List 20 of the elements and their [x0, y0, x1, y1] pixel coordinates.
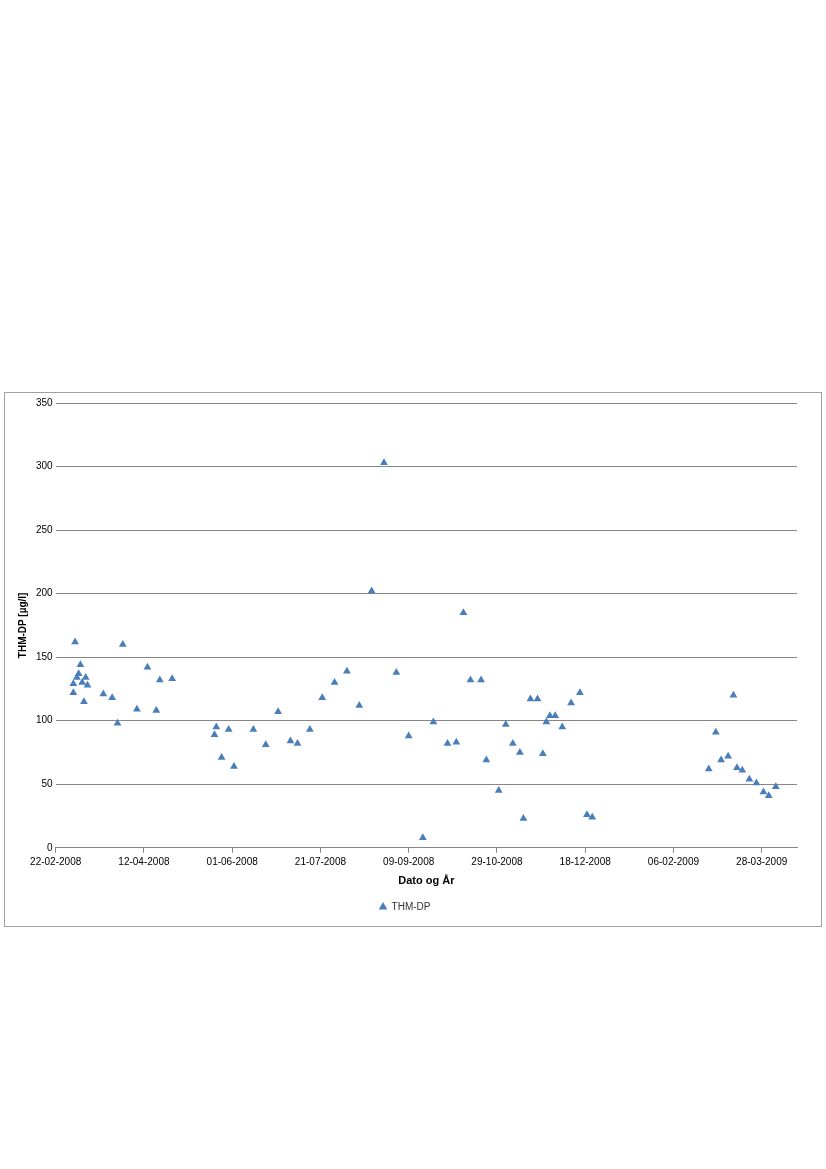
x-tick-label: 21-07-2008	[294, 855, 347, 867]
x-tick-label: 18-12-2008	[559, 855, 612, 867]
y-tick-label: 0	[47, 841, 54, 853]
y-tick-label: 250	[36, 523, 54, 535]
x-tick-label: 22-02-2008	[30, 855, 82, 867]
y-tick-label: 200	[36, 587, 54, 599]
legend-label: THM-DP	[391, 900, 431, 912]
x-tick-label: 28-03-2009	[736, 855, 788, 867]
x-tick-label: 29-10-2008	[471, 855, 523, 867]
x-tick-label: 09-09-2008	[383, 855, 435, 867]
y-tick-label: 350	[36, 396, 54, 408]
y-tick-label: 50	[41, 778, 54, 790]
x-tick-label: 01-06-2008	[206, 855, 259, 867]
y-tick-label: 100	[36, 714, 54, 726]
x-axis-title: Dato og År	[398, 874, 456, 887]
y-tick-label: 300	[36, 460, 54, 472]
x-tick-label: 06-02-2009	[647, 855, 700, 867]
x-tick-label: 12-04-2008	[118, 855, 170, 867]
y-tick-label: 150	[36, 650, 54, 662]
y-axis-title: THM-DP [µg/l]	[16, 592, 28, 659]
